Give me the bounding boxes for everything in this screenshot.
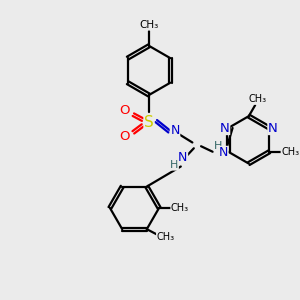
Text: N: N [219, 146, 228, 159]
Text: CH₃: CH₃ [171, 203, 189, 213]
Text: CH₃: CH₃ [157, 232, 175, 242]
Text: CH₃: CH₃ [249, 94, 267, 104]
Text: O: O [119, 103, 130, 117]
Text: N: N [268, 122, 278, 134]
Text: CH₃: CH₃ [139, 20, 159, 30]
Text: CH₃: CH₃ [281, 147, 299, 157]
Text: N: N [220, 122, 230, 134]
Text: N: N [178, 151, 188, 164]
Text: O: O [119, 130, 130, 143]
Text: S: S [144, 115, 154, 130]
Text: N: N [170, 124, 180, 137]
Text: H: H [170, 160, 178, 170]
Text: H: H [214, 141, 223, 151]
